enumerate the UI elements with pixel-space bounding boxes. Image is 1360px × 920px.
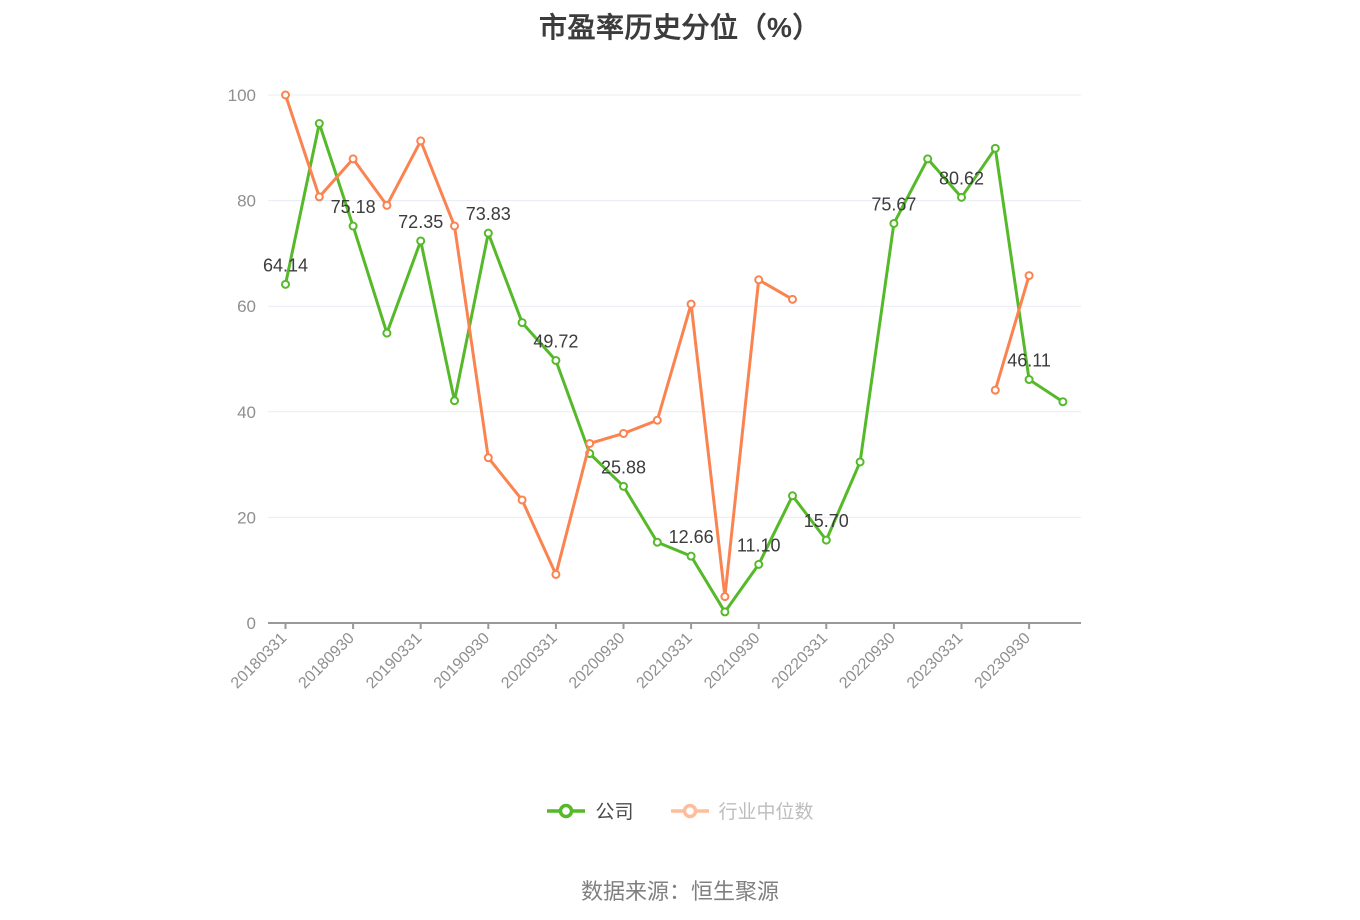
y-axis-label: 60 bbox=[237, 297, 256, 316]
data-point-company[interactable] bbox=[788, 491, 797, 501]
data-point-industry_median[interactable] bbox=[754, 275, 764, 285]
x-axis-label: 20200331 bbox=[498, 630, 560, 692]
point-value-label: 15.70 bbox=[804, 511, 849, 531]
data-point-industry_median[interactable] bbox=[1024, 271, 1034, 281]
x-axis-label: 20210930 bbox=[701, 630, 763, 692]
data-point-industry_median[interactable] bbox=[450, 221, 459, 231]
point-value-label: 64.14 bbox=[263, 255, 308, 275]
data-point-company[interactable] bbox=[416, 236, 426, 246]
point-value-label: 12.66 bbox=[669, 527, 714, 547]
point-value-label: 11.10 bbox=[737, 535, 781, 555]
data-point-industry_median[interactable] bbox=[686, 299, 696, 309]
y-axis-label: 40 bbox=[237, 403, 256, 422]
series-line-company bbox=[284, 122, 1065, 614]
data-point-industry_median[interactable] bbox=[585, 438, 595, 448]
point-value-label: 80.62 bbox=[939, 168, 984, 188]
data-point-company[interactable] bbox=[619, 481, 628, 491]
chart-title: 市盈率历史分位（%） bbox=[539, 12, 821, 43]
x-axis-label: 20210331 bbox=[634, 630, 696, 692]
data-point-company[interactable] bbox=[720, 607, 730, 617]
data-point-company[interactable] bbox=[1024, 375, 1034, 385]
legend-item-company[interactable]: 公司 bbox=[546, 797, 634, 824]
data-point-industry_median[interactable] bbox=[416, 136, 426, 146]
point-value-label: 72.35 bbox=[398, 212, 443, 232]
x-axis-label: 20230930 bbox=[972, 630, 1034, 692]
y-axis-label: 0 bbox=[247, 614, 256, 633]
data-point-industry_median[interactable] bbox=[990, 385, 1000, 395]
data-point-industry_median[interactable] bbox=[483, 453, 493, 463]
data-point-company[interactable] bbox=[314, 119, 324, 129]
point-value-label: 75.67 bbox=[871, 194, 916, 214]
line-series-icon-industry-median bbox=[670, 803, 709, 818]
data-point-company[interactable] bbox=[923, 154, 933, 164]
point-value-label: 75.18 bbox=[331, 197, 376, 217]
data-point-company[interactable] bbox=[990, 143, 1000, 153]
data-point-company[interactable] bbox=[686, 551, 696, 561]
line-series-icon-company bbox=[547, 803, 586, 818]
data-point-industry_median[interactable] bbox=[314, 192, 324, 202]
data-point-company[interactable] bbox=[483, 228, 493, 238]
data-point-industry_median[interactable] bbox=[652, 415, 662, 425]
data-point-company[interactable] bbox=[652, 537, 662, 547]
data-point-industry_median[interactable] bbox=[720, 592, 730, 602]
data-point-company[interactable] bbox=[281, 279, 290, 289]
data-point-industry_median[interactable] bbox=[348, 154, 358, 164]
data-point-company[interactable] bbox=[821, 535, 831, 545]
x-axis-label: 20190930 bbox=[431, 630, 493, 692]
data-point-industry_median[interactable] bbox=[517, 495, 527, 505]
x-axis-label: 20180331 bbox=[228, 630, 290, 692]
data-point-industry_median[interactable] bbox=[788, 294, 797, 304]
data-point-company[interactable] bbox=[517, 318, 527, 328]
data-point-industry_median[interactable] bbox=[619, 428, 628, 438]
x-axis-label: 20190331 bbox=[363, 630, 425, 692]
data-point-industry_median[interactable] bbox=[551, 569, 561, 579]
legend-label-industry-median: 行业中位数 bbox=[718, 802, 814, 823]
series-line-industry_median bbox=[284, 93, 794, 599]
data-point-company[interactable] bbox=[450, 396, 459, 406]
x-axis-label: 20230331 bbox=[904, 630, 966, 692]
legend-item-industry-median[interactable]: 行业中位数 bbox=[670, 797, 814, 824]
data-source-note: 数据来源：恒生聚源 bbox=[580, 879, 779, 904]
point-value-label: 49.72 bbox=[533, 331, 578, 351]
data-point-company[interactable] bbox=[889, 218, 899, 228]
x-axis-label: 20180930 bbox=[296, 630, 358, 692]
y-axis-label: 20 bbox=[237, 508, 256, 527]
data-point-company[interactable] bbox=[855, 457, 865, 467]
y-axis-label: 100 bbox=[228, 86, 256, 105]
chart-legend: 公司 行业中位数 bbox=[0, 797, 1360, 824]
data-point-company[interactable] bbox=[754, 559, 764, 569]
point-value-label: 25.88 bbox=[601, 457, 646, 477]
x-axis-label: 20220930 bbox=[836, 630, 898, 692]
data-point-company[interactable] bbox=[551, 355, 561, 365]
data-point-industry_median[interactable] bbox=[382, 200, 392, 210]
point-value-label: 46.11 bbox=[1007, 351, 1051, 371]
point-value-label: 73.83 bbox=[466, 204, 511, 224]
data-point-company[interactable] bbox=[1058, 397, 1068, 407]
y-axis-label: 80 bbox=[237, 192, 256, 211]
x-axis-label: 20200930 bbox=[566, 630, 628, 692]
data-point-company[interactable] bbox=[957, 192, 966, 202]
line-chart-plot-area: 0 20 40 60 80 100 20180331 20180930 20190331 2019… bbox=[228, 86, 1081, 692]
data-point-industry_median[interactable] bbox=[281, 90, 290, 100]
data-point-company[interactable] bbox=[382, 328, 392, 338]
series-line-industry_median bbox=[993, 274, 1031, 392]
data-point-company[interactable] bbox=[348, 221, 358, 231]
legend-label-company: 公司 bbox=[595, 802, 634, 823]
x-axis-label: 20220331 bbox=[769, 630, 831, 692]
